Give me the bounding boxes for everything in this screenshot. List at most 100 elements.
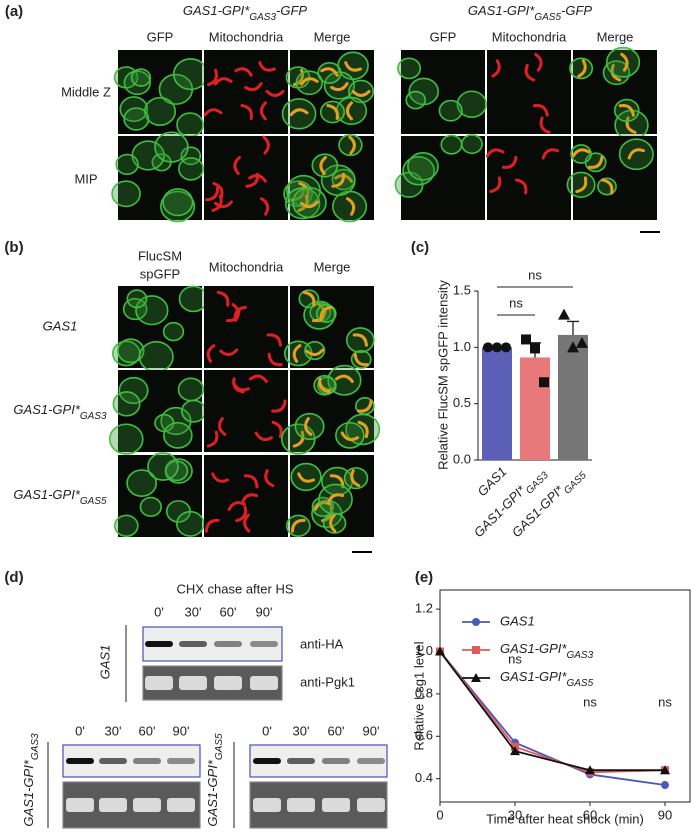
channel-label: Mitochondria [209, 29, 284, 44]
bar [482, 347, 512, 460]
cell [281, 98, 317, 130]
mito [265, 89, 285, 97]
lane-label: 60' [220, 604, 237, 619]
mito [532, 104, 549, 117]
mito [575, 176, 588, 194]
cell [407, 152, 439, 181]
cell [162, 321, 185, 342]
band [287, 758, 315, 764]
mito [320, 67, 339, 77]
mito [485, 148, 505, 158]
sig-label: ns [509, 295, 523, 310]
mito [254, 431, 273, 442]
cell [348, 79, 375, 104]
mito [204, 518, 220, 533]
cell [318, 483, 353, 516]
mito [299, 77, 319, 86]
bar [520, 357, 550, 460]
cell [456, 90, 487, 118]
cell [123, 107, 150, 131]
x-axis-label: Time after heat shock (min) [486, 811, 644, 826]
mito [205, 186, 219, 202]
group-title: GAS1-GPI*GAS3-GFP [183, 3, 308, 23]
mito [345, 101, 353, 121]
band [253, 798, 281, 812]
mito [297, 472, 315, 483]
mito [243, 513, 251, 533]
channel-label: Merge [314, 259, 351, 274]
cell [285, 514, 311, 537]
x-tick-label: 0 [436, 807, 443, 822]
y-tick-label: 1.0 [453, 339, 471, 354]
band [145, 641, 173, 647]
cell [112, 391, 141, 417]
channel-label: FlucSM [138, 248, 182, 263]
cell [175, 510, 205, 537]
cell [126, 289, 148, 309]
y-tick-label: 0.4 [415, 770, 433, 785]
mito [350, 469, 361, 488]
mito [357, 420, 369, 439]
image-bg [290, 286, 374, 368]
cell [176, 112, 204, 138]
cell [180, 399, 207, 423]
point [530, 343, 540, 354]
cell [135, 295, 169, 326]
cell [402, 155, 435, 186]
mito [235, 505, 247, 523]
strain-label: GAS1-GPI*GAS3 [21, 733, 41, 827]
micrograph [394, 134, 485, 220]
cell [605, 46, 641, 78]
image-bg [487, 50, 571, 134]
micrograph [284, 286, 375, 369]
row-label: Middle Z [61, 84, 111, 99]
mito [319, 156, 327, 175]
mito [233, 305, 247, 322]
mito [600, 178, 614, 195]
panel-label: (d) [4, 569, 23, 586]
micrograph [569, 46, 657, 141]
cell [119, 96, 149, 123]
mito [491, 59, 501, 78]
row-label: GAS1 [43, 318, 78, 333]
mito [331, 172, 346, 188]
mito [501, 155, 518, 169]
mito [326, 103, 339, 121]
cell [178, 157, 204, 181]
mito [618, 104, 635, 117]
channel-label: spGFP [140, 266, 180, 281]
legend-label: GAS1-GPI*GAS3 [500, 641, 594, 661]
mito [344, 61, 362, 72]
mito [232, 377, 245, 394]
channel-label: Merge [597, 29, 634, 44]
channel-label: GFP [147, 29, 174, 44]
band [167, 798, 195, 812]
mito [240, 103, 253, 121]
cell [327, 364, 362, 396]
mito [351, 89, 371, 97]
mito [211, 472, 229, 483]
cell [290, 462, 322, 492]
point [435, 646, 445, 656]
point [472, 618, 480, 626]
mito [587, 155, 604, 169]
blot-title: CHX chase after HS [176, 581, 293, 596]
sig-label: ns [658, 694, 672, 709]
mito [541, 148, 559, 160]
lane-label: 90' [256, 604, 273, 619]
image-bg [204, 50, 288, 134]
point [661, 781, 669, 790]
cell [178, 285, 209, 313]
micrograph [113, 50, 209, 138]
mito [305, 348, 325, 357]
mito [219, 348, 239, 357]
micrograph [203, 50, 288, 134]
cell [180, 146, 202, 166]
mito [264, 469, 275, 488]
image-bg [290, 50, 374, 134]
mito [262, 135, 270, 155]
sig-label: ns [528, 267, 542, 282]
micrograph [485, 136, 571, 220]
mito [234, 67, 253, 77]
cell [335, 421, 365, 449]
